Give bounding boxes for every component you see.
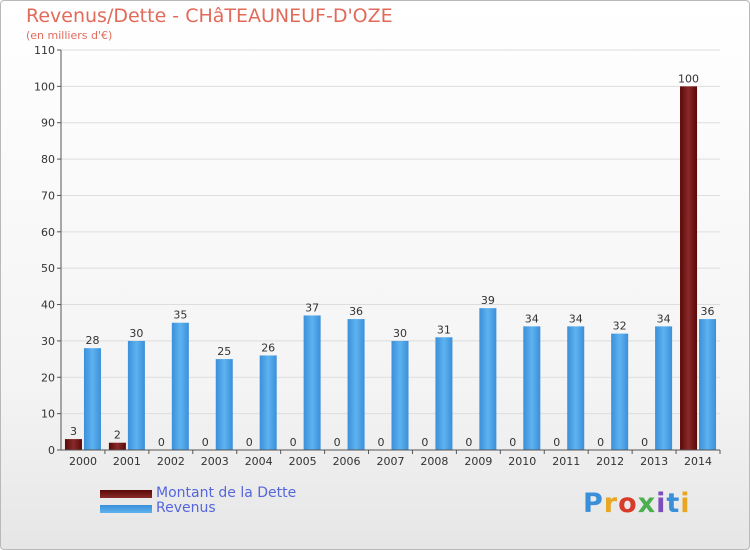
data-label-revenus: 31 [437,323,451,336]
data-label-dette: 0 [641,436,648,449]
x-tick-label: 2001 [113,455,141,468]
bar-revenus [391,340,409,450]
x-tick-label: 2011 [552,455,580,468]
y-tick-label: 110 [34,44,55,57]
y-tick-label: 10 [41,408,55,421]
data-label-revenus: 35 [173,309,187,322]
data-label-revenus: 36 [349,305,363,318]
data-label-revenus: 28 [85,334,99,347]
x-tick-label: 2003 [201,455,229,468]
bar-dette [108,442,126,450]
x-tick-label: 2008 [420,455,448,468]
legend-item-revenus: Revenus [100,500,340,517]
data-label-revenus: 26 [261,341,275,354]
y-tick-label: 40 [41,299,55,312]
legend-swatch-revenus [100,505,152,513]
data-label-revenus: 39 [481,294,495,307]
bar-revenus [435,337,453,450]
chart-title: Revenus/Dette - CHâTEAUNEUF-D'OZE [26,5,393,27]
data-label-revenus: 30 [393,327,407,340]
data-label-dette: 3 [70,425,77,438]
bar-dette [680,86,698,450]
data-label-dette: 0 [378,436,385,449]
data-label-dette: 0 [334,436,341,449]
x-tick-label: 2004 [245,455,273,468]
bar-revenus [215,359,233,450]
logo-letter: t [666,488,681,519]
bar-revenus [699,319,717,450]
bar-revenus [127,340,145,450]
bar-revenus [83,348,101,450]
x-tick-label: 2005 [289,455,317,468]
proxiti-logo: Proxiti [583,488,691,519]
data-label-revenus: 30 [129,327,143,340]
bar-revenus [567,326,585,450]
logo-letter: i [680,488,691,519]
bar-revenus [171,322,189,450]
logo-letter: o [618,488,638,519]
data-label-dette: 0 [246,436,253,449]
y-tick-label: 50 [41,262,55,275]
x-tick-label: 2014 [684,455,712,468]
x-tick-label: 2010 [508,455,536,468]
chart-subtitle: (en milliers d'€) [26,29,113,42]
bar-revenus [655,326,673,450]
logo-letter: x [637,488,657,519]
bar-revenus [611,333,629,450]
y-tick-label: 30 [41,335,55,348]
x-tick-label: 2000 [69,455,97,468]
x-tick-label: 2013 [640,455,668,468]
data-label-dette: 0 [202,436,209,449]
x-tick-label: 2002 [157,455,185,468]
data-label-dette: 2 [114,429,121,442]
data-label-revenus: 37 [305,301,319,314]
legend-label-revenus: Revenus [156,500,216,516]
bar-revenus [479,308,497,450]
data-label-revenus: 25 [217,345,231,358]
x-tick-label: 2012 [596,455,624,468]
y-tick-label: 20 [41,371,55,384]
data-label-revenus: 34 [569,312,583,325]
bar-revenus [347,319,365,450]
y-tick-label: 70 [41,189,55,202]
data-label-dette: 0 [553,436,560,449]
data-label-dette: 0 [509,436,516,449]
x-tick-label: 2009 [464,455,492,468]
data-label-dette: 0 [158,436,165,449]
y-tick-label: 90 [41,117,55,130]
legend-label-dette: Montant de la Dette [156,485,297,501]
data-label-revenus: 34 [525,312,539,325]
y-tick-label: 100 [34,80,55,93]
logo-letter: i [656,488,667,519]
bar-revenus [523,326,541,450]
legend-item-dette: Montant de la Dette [100,485,340,502]
y-tick-label: 60 [41,226,55,239]
x-tick-label: 2006 [333,455,361,468]
data-label-dette: 0 [290,436,297,449]
data-label-dette: 0 [421,436,428,449]
bar-revenus [259,355,277,450]
data-label-revenus: 36 [701,305,715,318]
data-label-revenus: 34 [657,312,671,325]
bar-revenus [303,315,321,450]
data-label-dette: 0 [597,436,604,449]
data-label-dette: 100 [678,72,699,85]
data-label-revenus: 32 [613,320,627,333]
y-tick-label: 80 [41,153,55,166]
y-tick-label: 0 [48,444,55,457]
x-tick-label: 2007 [377,455,405,468]
logo-letter: r [603,488,619,519]
logo-letter: P [583,488,604,519]
bar-dette [64,439,82,450]
data-label-dette: 0 [465,436,472,449]
legend-swatch-dette [100,490,152,498]
